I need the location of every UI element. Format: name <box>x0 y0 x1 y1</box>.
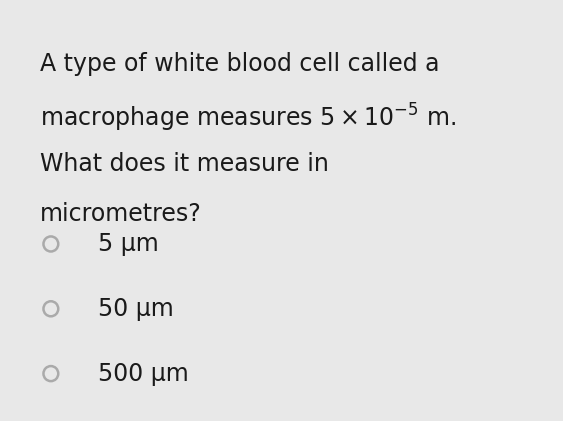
Text: A type of white blood cell called a: A type of white blood cell called a <box>40 52 439 76</box>
Ellipse shape <box>43 237 58 251</box>
Text: What does it measure in: What does it measure in <box>40 152 329 176</box>
Text: macrophage measures $5 \times 10^{-5}$ m.: macrophage measures $5 \times 10^{-5}$ m… <box>40 102 456 134</box>
Text: 50 μm: 50 μm <box>97 297 173 321</box>
Text: 5 μm: 5 μm <box>97 232 158 256</box>
Ellipse shape <box>43 301 58 316</box>
Text: 500 μm: 500 μm <box>97 362 189 386</box>
Text: micrometres?: micrometres? <box>40 202 202 226</box>
Ellipse shape <box>43 366 58 381</box>
